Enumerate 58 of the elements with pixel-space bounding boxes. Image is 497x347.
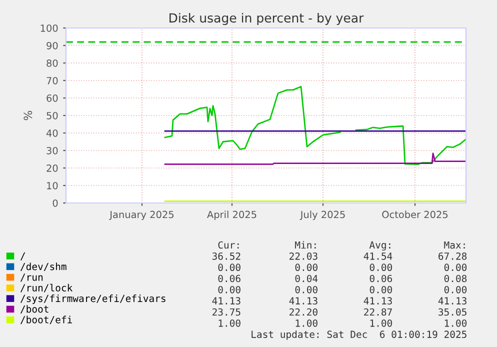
text: 0.04	[295, 274, 318, 282]
legend-label: /dev/shm	[20, 262, 66, 271]
text: 0.06	[370, 274, 392, 282]
text: 1.00	[444, 319, 467, 327]
text: Min:	[295, 241, 316, 249]
y-tick-label: 70	[46, 76, 58, 84]
text: 41.54	[364, 252, 392, 260]
text: 0.08	[444, 274, 467, 282]
x-tick-label: January 2025	[109, 210, 174, 220]
y-tick-label: 100	[40, 24, 58, 32]
y-tick-label: 20	[46, 164, 58, 172]
text: Last update: Sat Dec 6 01:00:19 2025	[252, 330, 466, 340]
text: 22.03	[290, 252, 318, 260]
text: 1.00	[296, 319, 318, 327]
text: 36.52	[212, 252, 240, 260]
text: 0.00	[218, 286, 240, 294]
legend-label: /run/lock	[20, 284, 73, 292]
text: 23.75	[212, 308, 240, 316]
y-tick-label: 30	[46, 146, 58, 154]
text: Max:	[444, 241, 465, 249]
text: 1.00	[218, 319, 240, 327]
legend-label: /	[20, 252, 26, 260]
text: 41.13	[212, 297, 240, 305]
x-tick-label: July 2025	[300, 210, 345, 220]
text: 41.13	[438, 297, 466, 305]
text: 41.13	[289, 297, 318, 305]
y-tick-label: 80	[46, 59, 58, 67]
text: 0.00	[370, 286, 392, 294]
y-tick-label: 50	[46, 112, 58, 120]
text: 0.06	[218, 274, 240, 282]
text: 35.05	[438, 308, 466, 316]
text: 0.00	[370, 264, 392, 272]
x-tick-label: April 2025	[207, 210, 256, 220]
text: Cur:	[218, 241, 239, 249]
legend-label: /boot/efi	[20, 316, 72, 324]
text: 67.28	[438, 252, 467, 260]
text: 22.20	[290, 308, 318, 316]
legend-label: /boot	[20, 305, 48, 314]
chart-title: Disk usage in percent - by year	[170, 12, 364, 26]
text: 0.00	[295, 286, 318, 294]
text: Avg:	[369, 241, 390, 251]
text: 0.00	[444, 264, 467, 272]
line-series	[164, 152, 466, 165]
text: 0.00	[295, 264, 318, 272]
y-tick-label: 40	[46, 129, 58, 137]
legend-label: /run	[20, 274, 43, 282]
y-tick-label: 60	[46, 94, 58, 102]
text: 1.00	[370, 319, 392, 327]
y-tick-label: 10	[47, 182, 58, 190]
y-tick-label: 90	[46, 42, 58, 50]
x-tick-label: October 2025	[382, 210, 448, 218]
text: 0.00	[218, 264, 240, 272]
legend-label: /sys/firmware/efi/efivars	[20, 294, 166, 304]
text: 41.13	[364, 297, 392, 305]
y-tick-label: 0	[52, 199, 58, 207]
text: 0.00	[444, 286, 467, 294]
y-axis-title: %	[24, 110, 32, 120]
text: 22.87	[364, 308, 392, 316]
